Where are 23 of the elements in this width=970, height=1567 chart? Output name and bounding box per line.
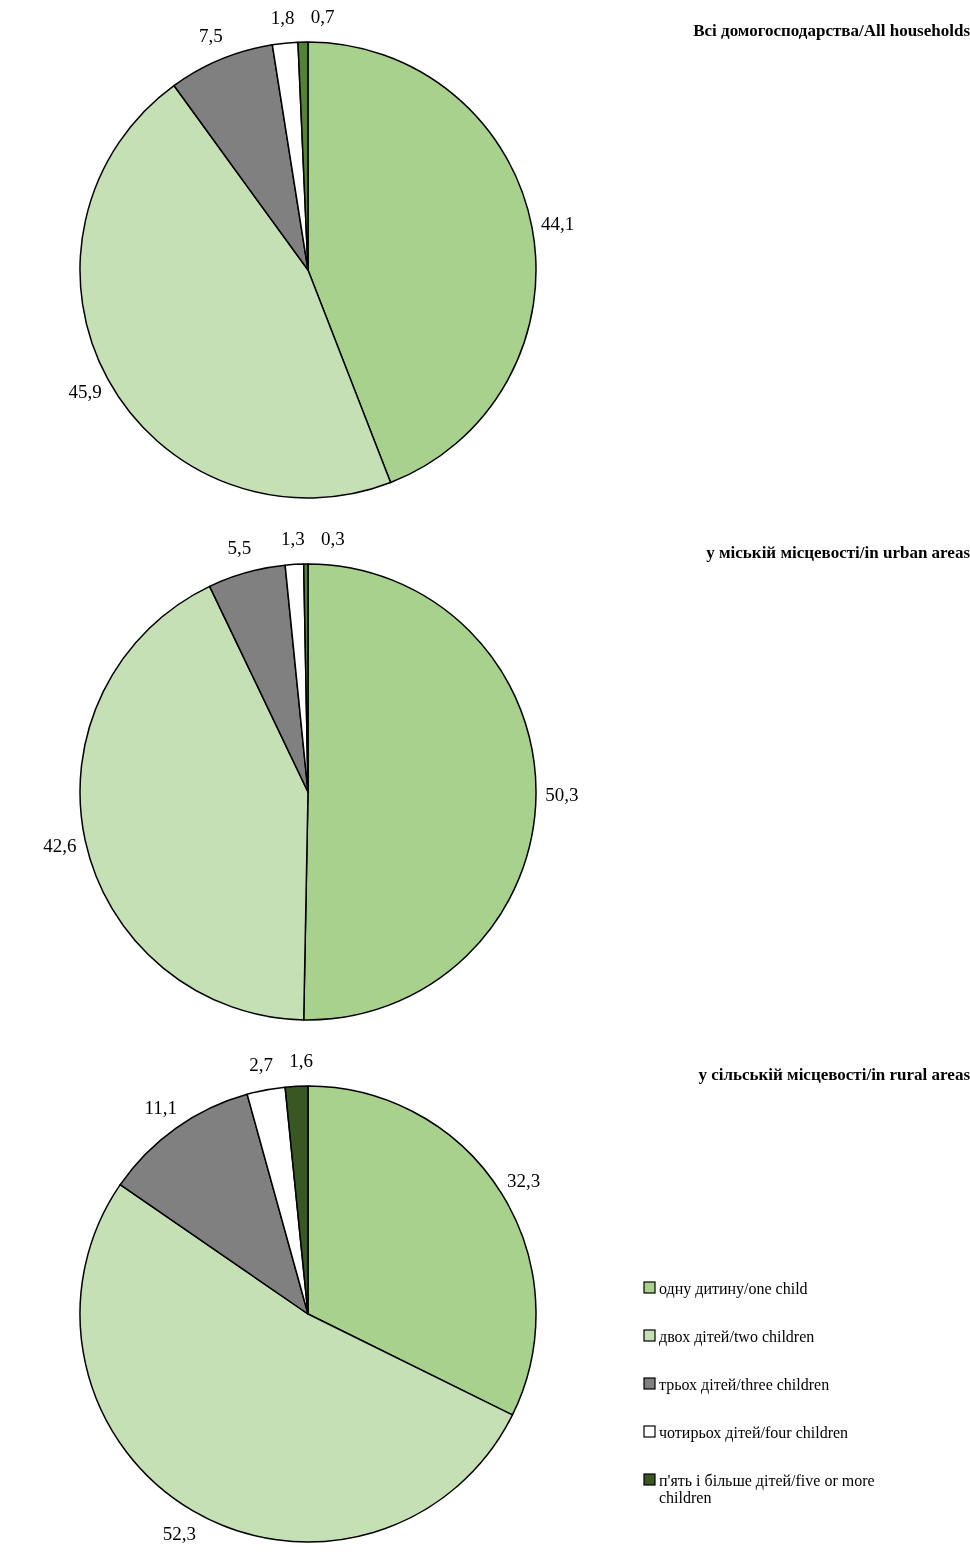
data-label: 50,3 <box>545 784 579 806</box>
data-label: 1,8 <box>270 6 295 28</box>
data-label: 1,3 <box>280 528 305 550</box>
data-label: 7,5 <box>198 24 223 46</box>
data-label: 0,7 <box>310 5 335 27</box>
data-label: 2,7 <box>249 1054 274 1075</box>
data-label: 42,6 <box>43 835 77 857</box>
legend-label: одну дитину/one child <box>659 1279 808 1298</box>
legend-label: п'ять і більше дітей/five or more children <box>659 1471 875 1507</box>
data-label: 52,3 <box>162 1522 197 1544</box>
data-label: 5,5 <box>227 537 252 559</box>
text: Всі домогосподарства/All households <box>693 21 970 40</box>
data-label: 11,1 <box>144 1096 177 1118</box>
legend-label: двох дітей/two children <box>659 1327 815 1346</box>
legend-label: трьох дітей/three children <box>659 1375 830 1394</box>
data-label: 1,6 <box>289 1049 314 1071</box>
text: у сільській місцевості/in rural areas <box>698 1065 970 1084</box>
data-label: 32,3 <box>507 1169 541 1191</box>
data-label: 0,3 <box>320 527 345 549</box>
text: у міській місцевості/in urban areas <box>706 543 970 562</box>
data-label: 45,9 <box>68 381 102 403</box>
legend-label: чотирьох дітей/four children <box>659 1423 849 1442</box>
data-label: 44,1 <box>541 212 575 234</box>
